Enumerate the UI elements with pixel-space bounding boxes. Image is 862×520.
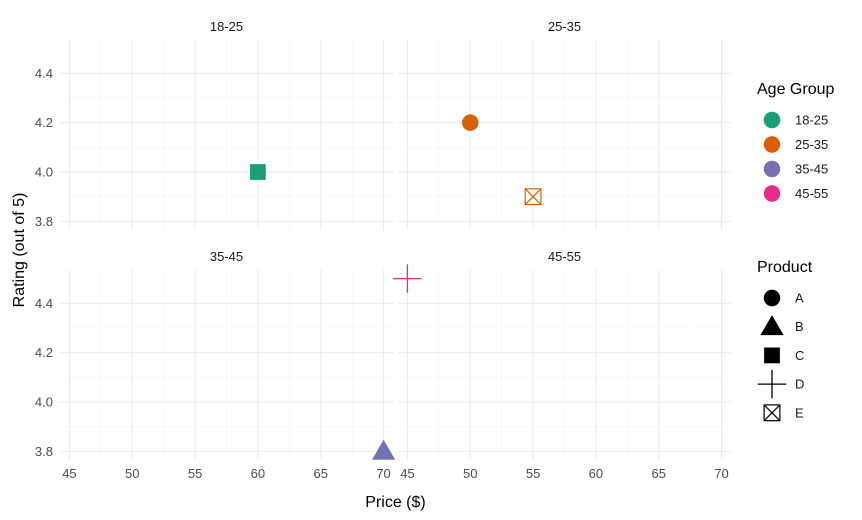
legend-key-35-45 — [763, 160, 781, 178]
x-tick-label: 50 — [125, 466, 139, 481]
facet-panel-18-25: 18-25 — [60, 19, 393, 230]
y-tick-label: 4.4 — [35, 66, 53, 81]
y-axis-title: Rating (out of 5) — [11, 193, 28, 308]
y-tick-label: 3.8 — [35, 444, 53, 459]
data-point-25-35-e — [524, 188, 542, 206]
legend-key-18-25 — [763, 111, 781, 129]
legend-label-a: A — [795, 291, 804, 306]
y-tick-label: 4.2 — [35, 115, 53, 130]
facet-label: 35-45 — [210, 249, 243, 264]
legend-key-45-55 — [763, 185, 781, 202]
legend-key-c — [764, 347, 780, 364]
axes: 3.8 4.0 4.2 4.4 3.8 4.0 4.2 4.4 45 50 55 60 65 70 45 50… — [11, 66, 729, 511]
legend-label-c: C — [795, 348, 804, 363]
y-tick-label: 4.4 — [35, 296, 53, 311]
y-tick-label: 4.0 — [35, 395, 53, 410]
data-point-18-25-c — [250, 164, 266, 180]
facet-panel-25-35: 25-35 — [398, 19, 731, 230]
x-tick-label: 70 — [376, 466, 390, 481]
x-tick-label: 60 — [251, 466, 265, 481]
legend-key-a — [763, 289, 781, 307]
facet-label: 25-35 — [548, 19, 581, 34]
legend-title: Product — [757, 259, 813, 276]
x-tick-label: 45 — [400, 466, 414, 481]
facet-label: 45-55 — [548, 249, 581, 264]
facet-panel-45-55: 45-55 — [393, 249, 731, 460]
y-tick-label: 4.2 — [35, 345, 53, 360]
x-axis-title: Price ($) — [365, 494, 425, 511]
facet-panel-35-45: 35-45 — [60, 249, 396, 460]
data-point-45-55-d — [393, 264, 422, 293]
y-tick-label: 4.0 — [35, 165, 53, 180]
legend-label-e: E — [795, 405, 804, 420]
x-tick-label: 65 — [652, 466, 666, 481]
data-point-35-45-b — [371, 439, 396, 460]
legend-label-25-35: 25-35 — [795, 137, 828, 152]
x-tick-label: 55 — [188, 466, 202, 481]
legend-key-25-35 — [763, 136, 781, 153]
legend-key-b — [760, 315, 784, 336]
legend-label-35-45: 35-45 — [795, 162, 828, 177]
legend-label-18-25: 18-25 — [795, 113, 828, 128]
x-tick-label: 70 — [714, 466, 728, 481]
facet-panels: 18-25 25-35 35-45 45-55 — [60, 19, 731, 460]
legend-title: Age Group — [757, 81, 834, 98]
legend-label-d: D — [795, 377, 804, 392]
x-tick-label: 50 — [463, 466, 477, 481]
x-tick-label: 45 — [62, 466, 76, 481]
legend-label-45-55: 45-55 — [795, 186, 828, 201]
legend-age-group: Age Group 18-25 25-35 35-45 45-55 — [757, 81, 834, 202]
x-tick-label: 55 — [526, 466, 540, 481]
legend-key-d — [757, 369, 787, 399]
y-tick-label: 3.8 — [35, 214, 53, 229]
legend-label-b: B — [795, 319, 804, 334]
facet-label: 18-25 — [210, 19, 243, 34]
x-tick-label: 65 — [314, 466, 328, 481]
legends: Age Group 18-25 25-35 35-45 45-55 Product ABCD… — [757, 81, 834, 422]
data-point-25-35-a — [462, 114, 479, 131]
legend-key-e — [763, 404, 781, 422]
x-tick-label: 60 — [589, 466, 603, 481]
